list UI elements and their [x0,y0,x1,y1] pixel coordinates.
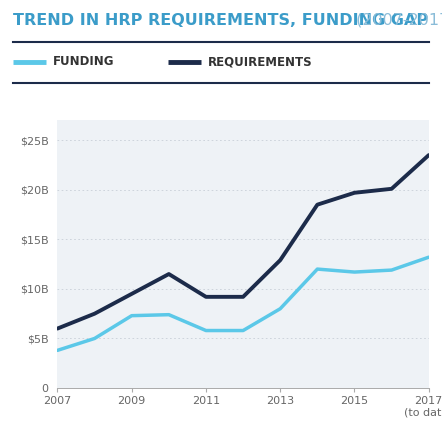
Text: TREND IN HRP REQUIREMENTS, FUNDING GAP: TREND IN HRP REQUIREMENTS, FUNDING GAP [13,12,428,28]
Text: REQUIREMENTS: REQUIREMENTS [208,55,312,68]
Text: FUNDING: FUNDING [53,55,114,68]
Text: (2007-2017): (2007-2017) [351,12,442,28]
